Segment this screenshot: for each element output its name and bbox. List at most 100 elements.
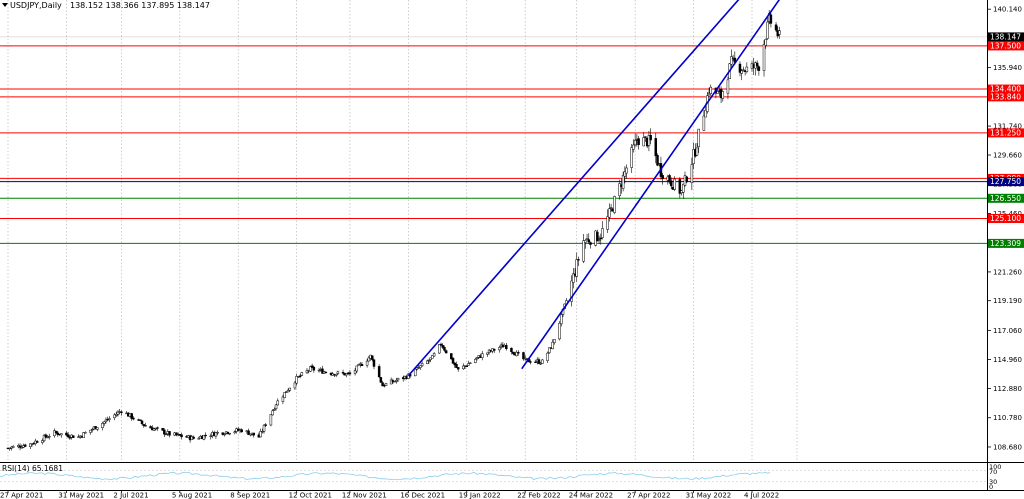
channel-lower-line[interactable] xyxy=(521,0,783,370)
candle xyxy=(474,357,477,364)
price-axis[interactable]: 140.140137.940135.940133.840131.740129.6… xyxy=(987,6,1022,452)
level-label: 127.750 xyxy=(990,177,1021,186)
candle xyxy=(381,380,384,387)
time-axis[interactable]: 27 Apr 2021 31 May 2021 2 Jul 2021 5 Aug 20… xyxy=(0,490,779,499)
candle xyxy=(298,374,302,379)
time-tick-label: 22 Feb 2022 xyxy=(517,492,561,499)
candle xyxy=(29,443,32,449)
candle xyxy=(764,38,767,49)
candle xyxy=(673,176,676,192)
candle xyxy=(209,433,213,440)
candle xyxy=(226,431,230,435)
candle xyxy=(393,380,396,383)
candle xyxy=(498,345,501,353)
candle xyxy=(360,361,364,367)
candle xyxy=(427,358,431,364)
candle xyxy=(66,432,70,438)
rsi-background xyxy=(0,463,987,490)
candle xyxy=(345,372,348,378)
candle xyxy=(139,419,142,422)
candle xyxy=(630,144,633,173)
price-tick-label: 112.880 xyxy=(993,385,1022,393)
candle xyxy=(702,110,706,131)
candle xyxy=(384,382,388,387)
candle xyxy=(377,364,381,378)
candle xyxy=(726,76,730,100)
candle xyxy=(632,139,635,153)
triangle-down-icon[interactable] xyxy=(2,3,8,7)
candle xyxy=(104,417,108,424)
candle xyxy=(264,423,267,427)
candle xyxy=(649,128,652,145)
candle xyxy=(35,440,39,443)
candle xyxy=(551,339,554,350)
candle xyxy=(113,412,116,421)
candle xyxy=(589,241,592,249)
candle xyxy=(738,61,742,77)
candle xyxy=(451,357,455,364)
candle xyxy=(192,435,195,440)
candle xyxy=(259,428,262,438)
candle xyxy=(730,49,733,68)
candle xyxy=(493,348,496,353)
candle xyxy=(46,434,49,439)
candle xyxy=(465,365,469,368)
candle xyxy=(468,362,472,364)
candle xyxy=(142,424,145,428)
candle xyxy=(163,428,166,437)
candle xyxy=(300,371,304,376)
channel-upper-line[interactable] xyxy=(407,0,746,377)
candle xyxy=(541,358,544,364)
candle xyxy=(144,422,147,427)
rsi-line xyxy=(0,471,771,481)
time-tick-label: 2 Jul 2021 xyxy=(113,492,148,499)
candle xyxy=(295,373,298,386)
candle xyxy=(202,435,206,441)
time-tick-label: 27 Apr 2022 xyxy=(627,492,670,499)
candle xyxy=(20,444,23,449)
candle xyxy=(587,233,591,245)
candle xyxy=(529,359,532,365)
candle xyxy=(161,427,164,431)
candle xyxy=(23,443,27,448)
level-label: 137.500 xyxy=(990,41,1021,50)
candle xyxy=(53,428,56,438)
candle xyxy=(462,363,465,370)
candle xyxy=(68,435,72,440)
candle xyxy=(745,62,749,74)
price-tick-label: 125.460 xyxy=(993,210,1022,218)
candle xyxy=(42,434,46,443)
candle xyxy=(228,432,231,436)
candle xyxy=(432,352,436,357)
current-price-box xyxy=(988,32,1024,42)
candle xyxy=(8,447,11,451)
candle xyxy=(441,343,444,349)
candle xyxy=(444,349,448,354)
level-label-box xyxy=(988,41,1024,51)
candle xyxy=(132,416,135,421)
candle xyxy=(60,433,63,438)
candle xyxy=(456,367,460,372)
candle xyxy=(582,234,585,264)
rsi-panel[interactable]: RSI(14) 65.1681 100 70 30 0 xyxy=(0,463,1001,491)
candle xyxy=(475,357,479,361)
candle xyxy=(317,367,321,373)
level-label-box xyxy=(988,177,1024,187)
candle xyxy=(321,365,324,374)
candle xyxy=(197,436,200,440)
candle xyxy=(274,404,278,411)
price-tick-label: 110.780 xyxy=(993,414,1022,422)
candle xyxy=(575,252,578,283)
candle xyxy=(116,409,120,417)
time-tick-label: 16 Dec 2021 xyxy=(400,492,445,499)
time-tick-label: 5 Aug 2021 xyxy=(172,492,212,499)
trend-channel[interactable] xyxy=(407,0,783,377)
candlestick-series xyxy=(6,9,781,451)
candle xyxy=(312,365,316,373)
candle xyxy=(762,40,766,77)
chart-header: USDJPY,Daily 138.152 138.366 137.895 138… xyxy=(2,1,210,10)
candle xyxy=(216,430,219,436)
candle xyxy=(609,204,613,212)
candle xyxy=(372,358,376,370)
